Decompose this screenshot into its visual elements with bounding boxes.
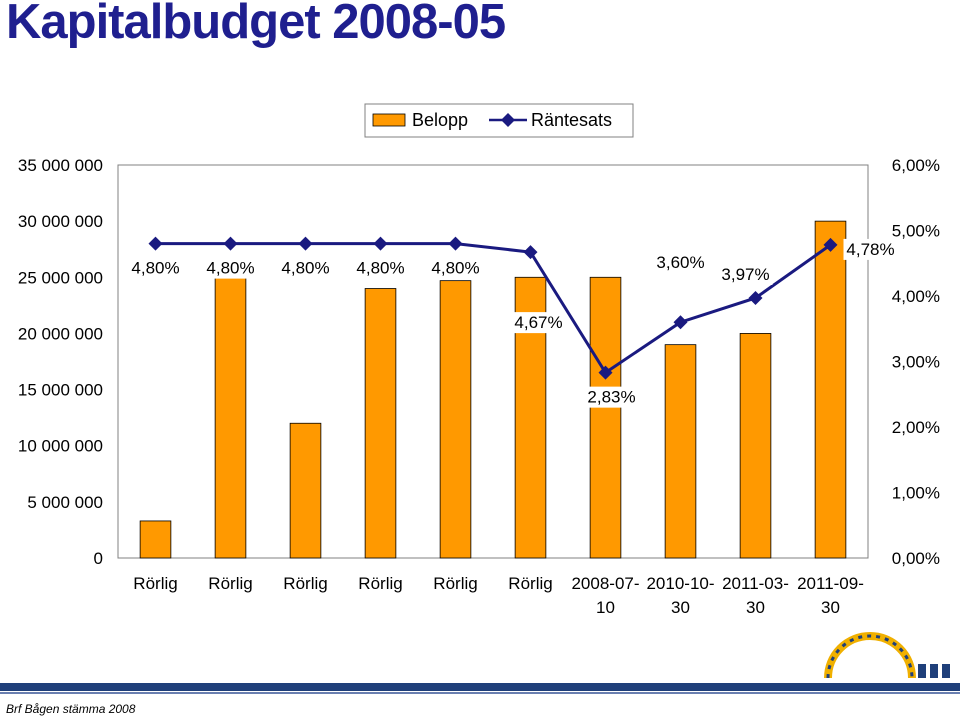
rate-marker — [598, 365, 613, 380]
legend-marker-rantesats — [501, 113, 515, 127]
rate-marker — [373, 236, 388, 251]
rate-data-label: 4,80% — [206, 259, 254, 278]
category-label: Rörlig — [283, 574, 327, 593]
rate-label-bg — [428, 257, 483, 279]
right-tick-label: 0,00% — [892, 549, 940, 568]
rate-label-bg — [718, 263, 773, 285]
legend-swatch-belopp — [372, 113, 406, 127]
rate-marker — [448, 236, 463, 251]
rate-data-label: 2,83% — [587, 388, 635, 407]
footer-divider — [0, 692, 960, 694]
left-tick-label: 20 000 000 — [18, 324, 103, 343]
category-label: Rörlig — [508, 574, 552, 593]
rate-data-label: 4,78% — [846, 240, 894, 259]
right-tick-label: 3,00% — [892, 353, 940, 372]
left-tick-label: 5 000 000 — [27, 493, 103, 512]
bar — [814, 220, 847, 559]
left-axis: 0 5 000 000 10 000 000 15 000 000 20 000 000… — [18, 156, 103, 568]
rate-line — [155, 242, 832, 375]
category-label: 2011-03- — [722, 574, 789, 593]
slide-title: Kapitalbudget 2008-05 — [6, 0, 506, 49]
rate-label-bg — [278, 257, 333, 279]
rate-marker — [823, 237, 838, 252]
rate-data-label: 3,60% — [656, 253, 704, 272]
right-tick-label: 2,00% — [892, 418, 940, 437]
bar — [664, 344, 697, 559]
rate-marker — [523, 245, 538, 260]
left-tick-label: 0 — [94, 549, 103, 568]
rate-label-bg — [128, 257, 183, 279]
category-label: 2011-09- — [797, 574, 864, 593]
category-label: Rörlig — [433, 574, 477, 593]
right-tick-label: 1,00% — [892, 484, 940, 503]
category-label: Rörlig — [358, 574, 402, 593]
category-axis: Rörlig Rörlig Rörlig Rörlig Rörlig Rörlig 2008… — [133, 574, 864, 617]
chart: 0 5 000 000 10 000 000 15 000 000 20 000 000… — [18, 103, 940, 617]
rate-marker — [298, 236, 313, 251]
right-tick-label: 5,00% — [892, 222, 940, 241]
left-tick-label: 35 000 000 — [18, 156, 103, 175]
category-label: 30 — [821, 598, 840, 617]
rate-label-bg — [653, 252, 708, 274]
rate-marker — [223, 236, 238, 251]
left-tick-label: 15 000 000 — [18, 381, 103, 400]
category-label: 2010-10- — [646, 574, 714, 593]
footer-bar — [0, 683, 960, 691]
legend-label-belopp: Belopp — [412, 110, 468, 130]
rate-label-bg — [511, 312, 566, 334]
category-label: Rörlig — [208, 574, 252, 593]
category-label: Rörlig — [133, 574, 177, 593]
left-tick-label: 25 000 000 — [18, 268, 103, 287]
rate-data-label: 4,80% — [431, 259, 479, 278]
category-label: 2008-07- — [571, 574, 639, 593]
category-label: 10 — [596, 598, 615, 617]
bar — [364, 288, 397, 559]
bar — [139, 520, 172, 559]
left-tick-label: 10 000 000 — [18, 437, 103, 456]
category-label: 30 — [671, 598, 690, 617]
rate-data-label: 4,80% — [356, 259, 404, 278]
rate-label-bg — [584, 386, 639, 408]
left-tick-label: 30 000 000 — [18, 212, 103, 231]
bar — [739, 333, 772, 559]
rate-marker — [748, 290, 763, 305]
rate-label-bg — [203, 257, 258, 279]
rate-data-label: 4,67% — [514, 313, 562, 332]
bar — [214, 276, 247, 559]
legend-label-rantesats: Räntesats — [531, 110, 612, 130]
bar-series — [139, 220, 847, 559]
rate-label-bg — [843, 238, 898, 260]
rate-data-label: 3,97% — [721, 265, 769, 284]
rate-marker — [673, 315, 688, 330]
bar — [589, 276, 622, 559]
right-axis: 0,00% 1,00% 2,00% 3,00% 4,00% 5,00% 6,00% — [892, 156, 940, 568]
rate-data-label: 4,80% — [131, 259, 179, 278]
line-series: 4,80% 4,80% 4,80% 4,80% 4,80% 4,67% 2,83% 3,60%… — [128, 236, 898, 408]
right-tick-label: 4,00% — [892, 287, 940, 306]
rate-data-label: 4,80% — [281, 259, 329, 278]
logo — [824, 632, 950, 679]
bar — [289, 422, 322, 559]
footer-text: Brf Bågen stämma 2008 — [6, 702, 136, 716]
category-label: 30 — [746, 598, 765, 617]
right-tick-label: 6,00% — [892, 156, 940, 175]
bar — [439, 280, 472, 559]
rate-marker — [148, 236, 163, 251]
rate-label-bg — [353, 257, 408, 279]
legend: Belopp Räntesats — [364, 103, 634, 138]
